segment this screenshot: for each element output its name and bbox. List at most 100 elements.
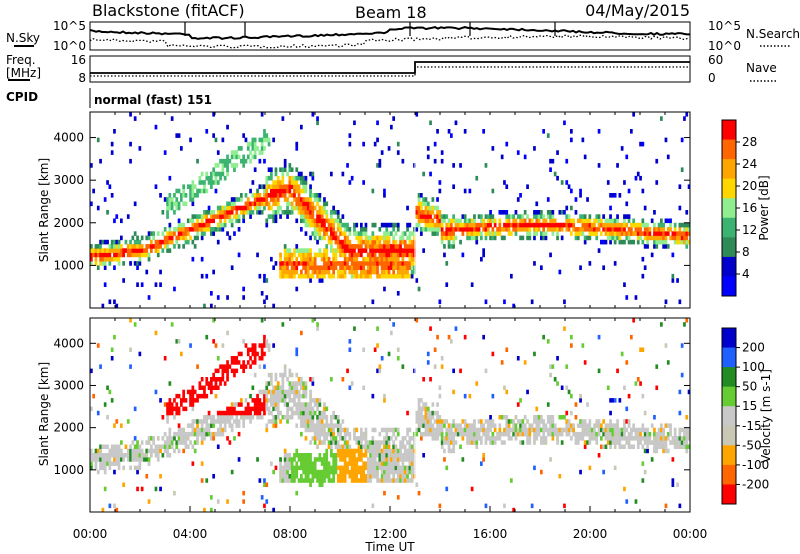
power-cell <box>154 248 158 253</box>
velocity-cell <box>413 440 416 445</box>
power-cell <box>276 175 280 181</box>
velocity-cell <box>620 436 624 441</box>
power-cell <box>413 163 416 168</box>
power-cell <box>161 231 165 236</box>
power-cell <box>205 188 209 194</box>
velocity-cell <box>233 356 236 361</box>
power-cell <box>544 222 548 228</box>
velocity-cell <box>283 372 287 378</box>
velocity-cell <box>606 431 610 437</box>
power-cell <box>394 273 398 279</box>
velocity-cell <box>311 469 315 475</box>
velocity-cell <box>371 457 375 462</box>
power-cell <box>486 227 490 232</box>
velocity-cell <box>350 448 354 454</box>
velocity-cell <box>168 444 172 449</box>
power-cell <box>244 205 248 211</box>
velocity-cell <box>115 444 119 449</box>
power-cell <box>620 222 624 228</box>
power-cell <box>396 269 400 275</box>
power-cell <box>140 282 144 287</box>
velocity-cell <box>484 427 488 433</box>
velocity-cell <box>318 436 322 441</box>
power-cell <box>350 175 354 181</box>
power-cell <box>602 265 606 270</box>
velocity-cell <box>406 465 409 471</box>
power-cell <box>323 269 326 275</box>
velocity-cell <box>500 431 504 437</box>
velocity-cell <box>424 415 428 420</box>
velocity-cell <box>336 440 340 445</box>
velocity-cell <box>433 431 437 437</box>
power-cell <box>519 218 522 224</box>
velocity-cell <box>399 457 402 462</box>
power-cell <box>265 133 269 138</box>
velocity-cell <box>96 343 100 348</box>
velocity-cell <box>609 398 612 403</box>
power-cell <box>362 256 366 262</box>
power-cell <box>290 180 294 185</box>
velocity-cell <box>399 448 402 454</box>
power-cell <box>304 256 308 262</box>
velocity-cell <box>133 406 137 412</box>
power-cell <box>521 214 525 219</box>
power-cell <box>263 205 266 211</box>
power-cell <box>353 273 356 279</box>
power-cell <box>251 154 255 160</box>
power-cell <box>133 231 137 236</box>
velocity-cell <box>198 393 202 399</box>
power-cell <box>646 227 649 232</box>
power-cell <box>216 163 220 168</box>
velocity-cell <box>346 465 349 471</box>
power-cell <box>581 218 585 224</box>
velocity-cell <box>408 444 412 449</box>
velocity-cell <box>378 478 382 483</box>
velocity-cell <box>519 431 522 437</box>
power-cell <box>290 265 294 270</box>
velocity-cell <box>380 461 384 466</box>
power-cell <box>413 269 416 275</box>
power-cell <box>348 256 352 262</box>
velocity-cell <box>156 457 160 462</box>
power-cell <box>653 239 656 245</box>
power-colorbar-tick-label: 8 <box>742 245 750 259</box>
velocity-cell <box>609 444 612 449</box>
velocity-cell <box>316 423 319 428</box>
velocity-cell <box>200 393 204 399</box>
power-cell <box>632 112 636 117</box>
power-cell <box>302 184 306 189</box>
power-cell <box>131 252 135 258</box>
power-cell <box>286 210 289 215</box>
power-colorbar-tick-label: 24 <box>742 157 757 171</box>
power-cell <box>683 235 686 241</box>
velocity-cell <box>309 406 312 412</box>
velocity-cell <box>378 465 382 471</box>
velocity-cell <box>212 385 216 390</box>
power-cell <box>463 227 467 232</box>
velocity-cell <box>477 419 481 424</box>
velocity-cell <box>325 469 329 475</box>
velocity-cell <box>452 444 456 449</box>
velocity-cell <box>542 436 546 441</box>
velocity-cell <box>205 431 209 437</box>
velocity-cell <box>510 478 513 483</box>
velocity-cell <box>360 440 363 445</box>
velocity-cell <box>461 436 465 441</box>
velocity-cell <box>683 436 686 441</box>
velocity-cell <box>182 389 186 395</box>
power-cell <box>274 210 278 215</box>
velocity-cell <box>184 436 188 441</box>
velocity-cell <box>565 427 569 433</box>
velocity-cell <box>288 398 292 403</box>
velocity-cell <box>683 427 686 433</box>
velocity-cell <box>320 457 324 462</box>
power-cell <box>145 235 149 241</box>
power-cell <box>242 295 246 300</box>
power-cell <box>620 227 624 232</box>
velocity-cell <box>556 356 559 361</box>
velocity-cell <box>657 427 661 433</box>
power-cell <box>588 235 592 241</box>
velocity-cell <box>581 343 585 348</box>
velocity-cell <box>533 431 536 437</box>
velocity-cell <box>542 427 546 433</box>
